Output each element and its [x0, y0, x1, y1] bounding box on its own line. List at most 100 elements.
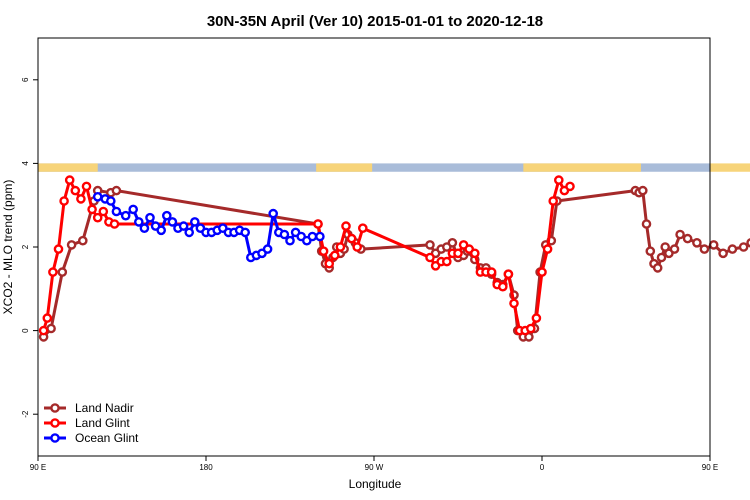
land-band-segment-3 [710, 163, 750, 172]
series-1-point-3 [53, 244, 64, 254]
series-2-point-0 [92, 191, 103, 202]
series-2-point-5 [128, 204, 138, 215]
series-1-point-20 [346, 233, 357, 244]
series-1-point-21 [352, 242, 363, 252]
series-0-point-52 [656, 252, 667, 263]
series-0-point-61 [718, 248, 728, 259]
series-0-point-63 [738, 242, 749, 252]
series-2-point-10 [156, 225, 166, 236]
y-tick-label-4: 6 [21, 77, 30, 82]
series-2-point-12 [167, 217, 178, 227]
series-1-point-43 [537, 267, 547, 277]
series-0-point-55 [669, 244, 680, 254]
legend-marker-0 [50, 403, 60, 413]
series-2-point-8 [145, 212, 155, 223]
series-1-point-8 [81, 181, 92, 192]
y-tick-label-2: 2 [21, 244, 30, 249]
series-1-point-17 [329, 250, 340, 261]
series-1-point-16 [324, 258, 335, 269]
series-0-point-51 [652, 263, 663, 273]
series-1-point-34 [486, 267, 497, 277]
series-1-point-48 [565, 181, 575, 192]
x-tick-label-3: 0 [540, 463, 545, 472]
series-1-point-31 [469, 248, 480, 259]
land-band-segment-0 [38, 163, 98, 172]
series-1-point-13 [109, 219, 120, 229]
series-1-point-10 [92, 212, 103, 223]
y-tick-label-3: 4 [21, 161, 30, 166]
series-1-point-42 [531, 313, 542, 323]
series-1-point-38 [509, 298, 519, 309]
series-0-point-25 [447, 237, 458, 248]
series-1-point-44 [542, 244, 553, 254]
series-1-point-7 [76, 194, 86, 204]
series-1-point-0 [38, 325, 49, 336]
x-tick-label-1: 180 [199, 463, 213, 472]
series-1-point-36 [497, 281, 508, 292]
series-2-point-11 [161, 210, 172, 221]
series-0 [38, 185, 750, 342]
series-2-point-32 [279, 229, 290, 240]
series-1-point-9 [87, 204, 97, 215]
legend-label-1: Land Glint [75, 416, 130, 430]
series-line-0 [42, 189, 750, 339]
ocean-band [38, 163, 710, 172]
x-tick-label-4: 90 E [702, 463, 718, 472]
x-axis: 90 E 180 90 W 0 90 E [30, 456, 718, 472]
series-0-point-3 [66, 240, 77, 250]
x-tick-label-2: 90 W [365, 463, 384, 472]
series-2-point-37 [307, 231, 318, 242]
series-2-point-25 [240, 227, 250, 238]
series-1-point-46 [554, 175, 564, 185]
series-1-point-15 [318, 246, 329, 256]
series-2-point-33 [285, 235, 295, 246]
series-2-point-6 [133, 217, 144, 227]
series-2-point-29 [262, 244, 273, 254]
series-0-point-62 [727, 244, 738, 254]
legend-label-0: Land Nadir [75, 401, 134, 415]
series-0-point-49 [645, 246, 656, 256]
series-1 [38, 175, 575, 336]
series-1-point-22 [357, 223, 368, 233]
series-0-point-2 [57, 267, 68, 277]
land-band-segment-2 [523, 163, 641, 172]
series-1-point-5 [64, 175, 75, 185]
series-1-point-18 [335, 242, 346, 252]
series-2-point-38 [315, 231, 325, 242]
series-0-point-56 [675, 229, 685, 240]
series-2-point-2 [106, 196, 116, 206]
series-1-point-14 [313, 219, 323, 229]
series-2-point-16 [189, 217, 200, 227]
series-0-point-4 [78, 235, 88, 246]
series-1-point-6 [70, 185, 81, 196]
series-1-point-28 [453, 248, 463, 259]
series-line-1 [42, 178, 571, 333]
y-tick-label-0: -2 [21, 410, 30, 418]
y-tick-label-1: 0 [21, 328, 30, 333]
series-1-point-1 [42, 313, 53, 323]
series-0-point-64 [746, 238, 750, 248]
series-2-point-3 [111, 206, 122, 217]
land-ocean-band [38, 163, 750, 172]
y-axis-label: XCO2 - MLO trend (ppm) [1, 180, 15, 315]
legend-marker-1 [50, 418, 60, 428]
series-1-point-2 [48, 267, 58, 277]
series-2-point-4 [120, 210, 131, 221]
land-band-segment-1 [316, 163, 373, 172]
series-1-point-19 [341, 221, 351, 231]
legend-marker-2 [50, 433, 60, 443]
x-tick-label-0: 90 E [30, 463, 46, 472]
series-0-point-60 [708, 240, 719, 250]
series-1-point-11 [98, 206, 109, 217]
series-0-point-1 [46, 323, 56, 334]
chart-title: 30N-35N April (Ver 10) 2015-01-01 to 202… [207, 13, 543, 30]
series-1-point-41 [526, 323, 536, 334]
series-2-point-14 [178, 221, 189, 231]
series-2-point-7 [139, 223, 150, 233]
series-layer [38, 175, 750, 342]
series-0-point-58 [692, 237, 702, 248]
series-0-point-21 [425, 240, 435, 250]
y-axis: -2 0 2 4 6 [21, 77, 38, 418]
